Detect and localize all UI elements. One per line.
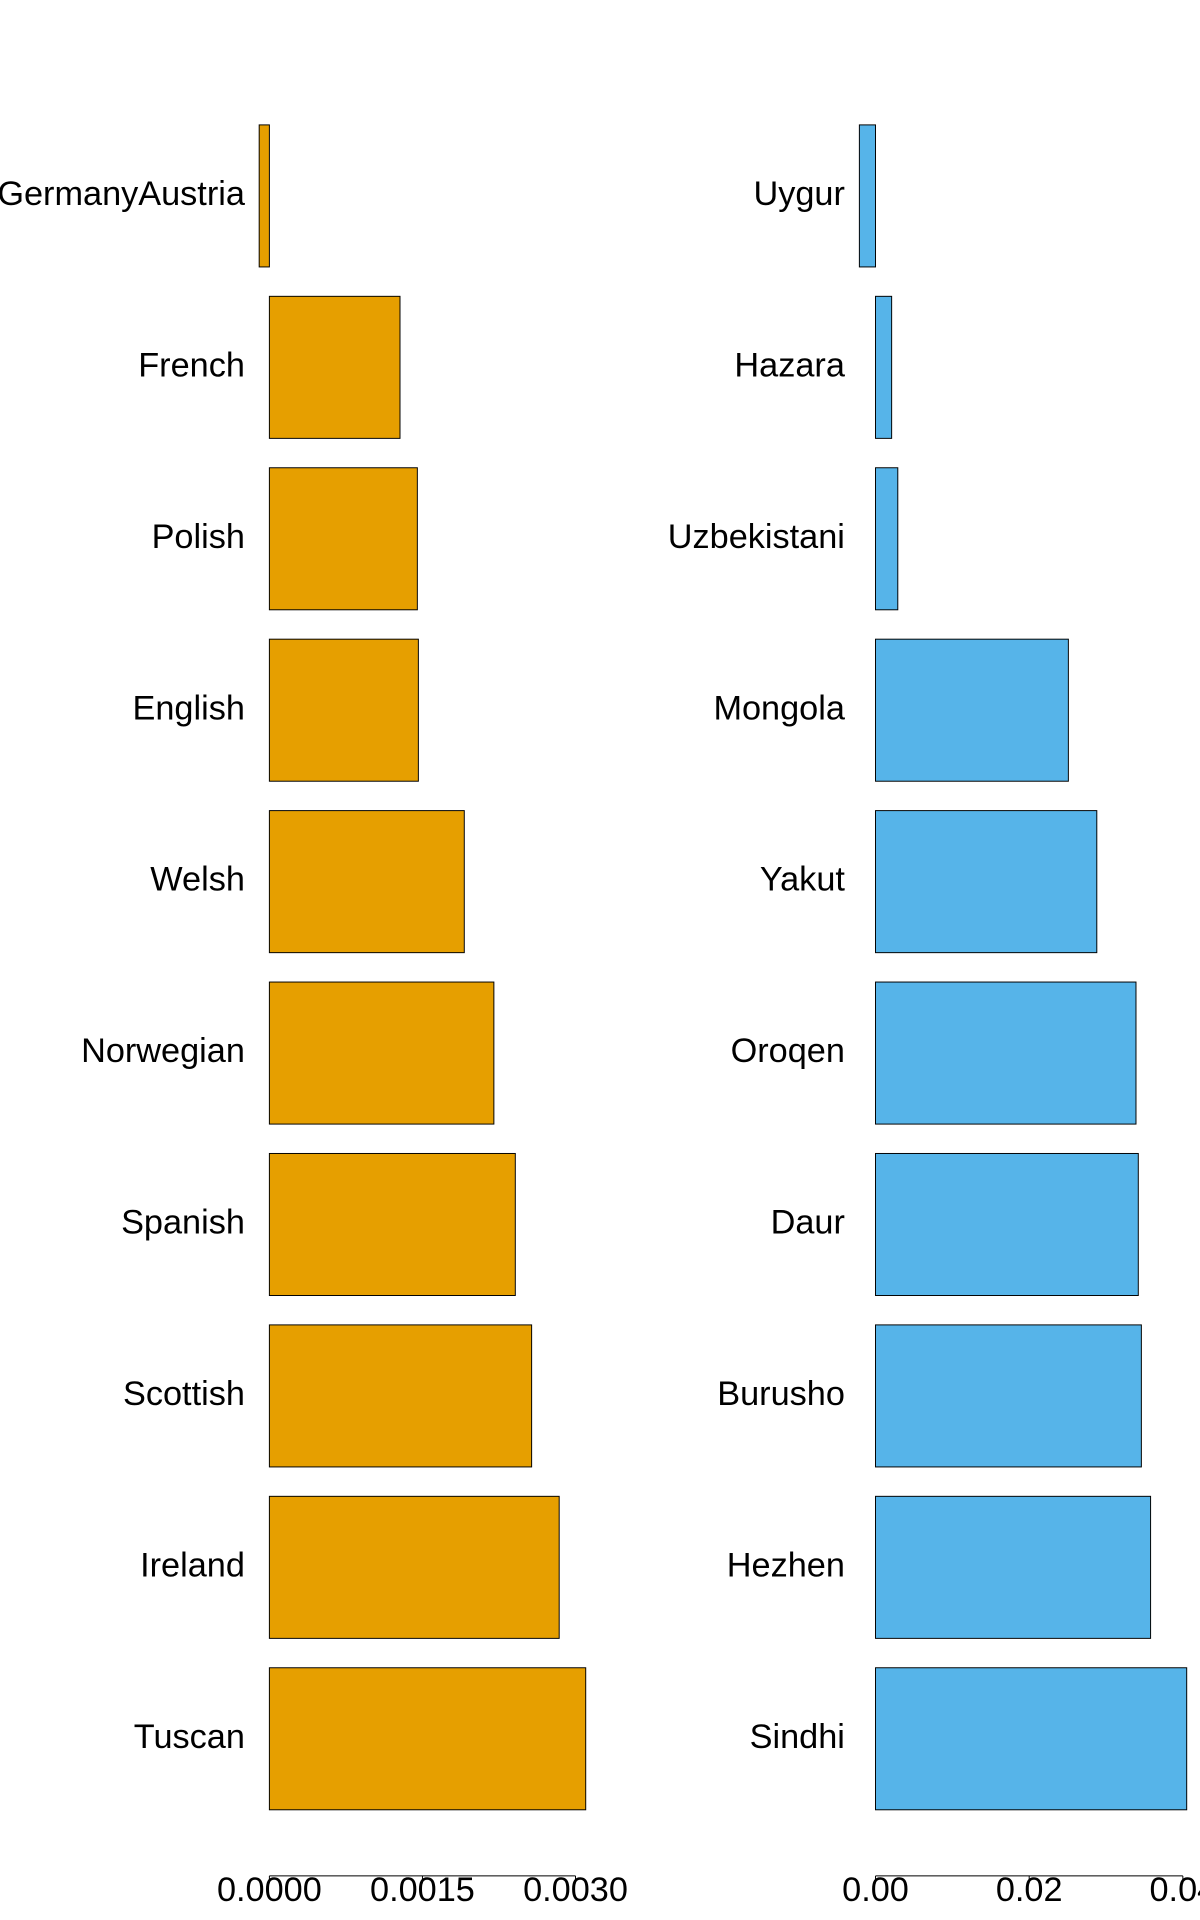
bar [875, 638, 1069, 782]
x-tick-label: 0.0015 [370, 1871, 475, 1909]
category-label: Ireland [140, 1546, 245, 1584]
bar [875, 1324, 1142, 1468]
bar [858, 124, 877, 268]
category-label: Tuscan [134, 1718, 245, 1756]
bar [875, 1495, 1152, 1639]
category-label: Spanish [121, 1204, 245, 1242]
category-label: GermanyAustria [0, 175, 246, 213]
category-label: Hazara [734, 346, 845, 384]
x-tick-label: 0.00 [842, 1871, 909, 1909]
bar [268, 638, 419, 782]
category-label: Sindhi [750, 1718, 845, 1756]
category-label: Norwegian [81, 1032, 245, 1070]
category-label: English [133, 689, 245, 727]
bar [875, 1152, 1139, 1296]
category-label: Daur [771, 1204, 845, 1242]
category-label: Mongola [713, 689, 845, 727]
bar [875, 467, 899, 611]
bar [268, 1495, 560, 1639]
x-tick-label: 0.02 [996, 1871, 1063, 1909]
category-label: Welsh [150, 861, 245, 899]
category-label: Yakut [760, 861, 846, 899]
category-label: French [138, 346, 245, 384]
category-label: Uzbekistani [668, 518, 845, 556]
bar [268, 467, 418, 611]
bar [875, 295, 893, 439]
bar [875, 810, 1098, 954]
category-label: Hezhen [727, 1546, 845, 1584]
category-label: Burusho [717, 1375, 845, 1413]
bar [268, 1152, 516, 1296]
bar [875, 1667, 1188, 1811]
bar [268, 981, 495, 1125]
bar [268, 1667, 587, 1811]
x-tick-label: 0.04 [1150, 1871, 1200, 1909]
bar [268, 810, 465, 954]
category-label: Polish [152, 518, 245, 556]
category-label: Uygur [753, 175, 844, 213]
bar [258, 124, 270, 268]
bar [268, 295, 401, 439]
bar [268, 1324, 533, 1468]
x-tick-label: 0.0030 [523, 1871, 628, 1909]
category-label: Oroqen [731, 1032, 845, 1070]
bar [875, 981, 1137, 1125]
category-label: Scottish [123, 1375, 245, 1413]
x-tick-label: 0.0000 [217, 1871, 322, 1909]
